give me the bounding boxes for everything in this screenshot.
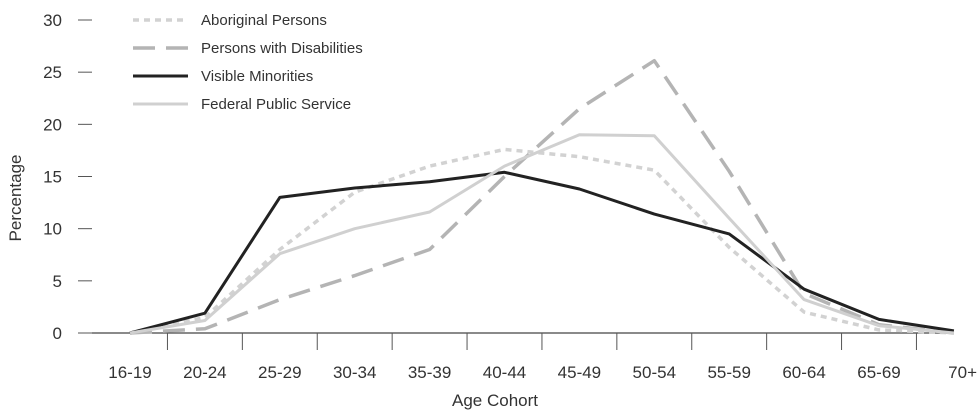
y-tick-label: 10	[43, 220, 62, 239]
x-tick-label: 25-29	[258, 363, 301, 382]
legend: Aboriginal Persons Persons with Disabilit…	[133, 12, 363, 113]
series-lines	[129, 58, 955, 335]
x-tick-label: 20-24	[183, 363, 226, 382]
legend-label-aboriginal-persons: Aboriginal Persons	[201, 12, 327, 29]
legend-label-persons-with-disabilities: Persons with Disabilities	[201, 40, 363, 57]
x-tick-label: 40-44	[483, 363, 526, 382]
y-tick-label: 25	[43, 63, 62, 82]
y-tick-label: 30	[43, 11, 62, 30]
y-axis-label: Percentage	[6, 155, 25, 242]
series-line-aboriginal-persons	[129, 147, 954, 335]
y-tick-label: 5	[53, 272, 62, 291]
x-tick-label: 70+	[948, 363, 977, 382]
x-tick-label: 45-49	[558, 363, 601, 382]
x-tick-label: 35-39	[408, 363, 451, 382]
legend-label-federal-public-service: Federal Public Service	[201, 96, 351, 113]
series-line-persons-with-disabilities	[129, 58, 955, 335]
x-tick-label: 65-69	[857, 363, 900, 382]
y-tick-label: 15	[43, 168, 62, 187]
y-tick-label: 0	[53, 324, 62, 343]
y-axis: 0 5 10 15 20 25 30	[43, 11, 92, 343]
x-axis-label: Age Cohort	[452, 391, 538, 410]
x-axis: 16-19 20-24 25-29 30-34 35-39 40-44 45-49 50-54…	[92, 332, 977, 382]
y-tick-label: 20	[43, 115, 62, 134]
legend-label-visible-minorities: Visible Minorities	[201, 68, 313, 85]
x-tick-label: 30-34	[333, 363, 376, 382]
x-tick-label: 55-59	[707, 363, 750, 382]
x-tick-label: 60-64	[782, 363, 825, 382]
series-line-federal-public-service	[129, 133, 955, 335]
x-tick-label: 16-19	[108, 363, 151, 382]
x-tick-label: 50-54	[633, 363, 676, 382]
series-line-visible-minorities	[129, 170, 955, 335]
